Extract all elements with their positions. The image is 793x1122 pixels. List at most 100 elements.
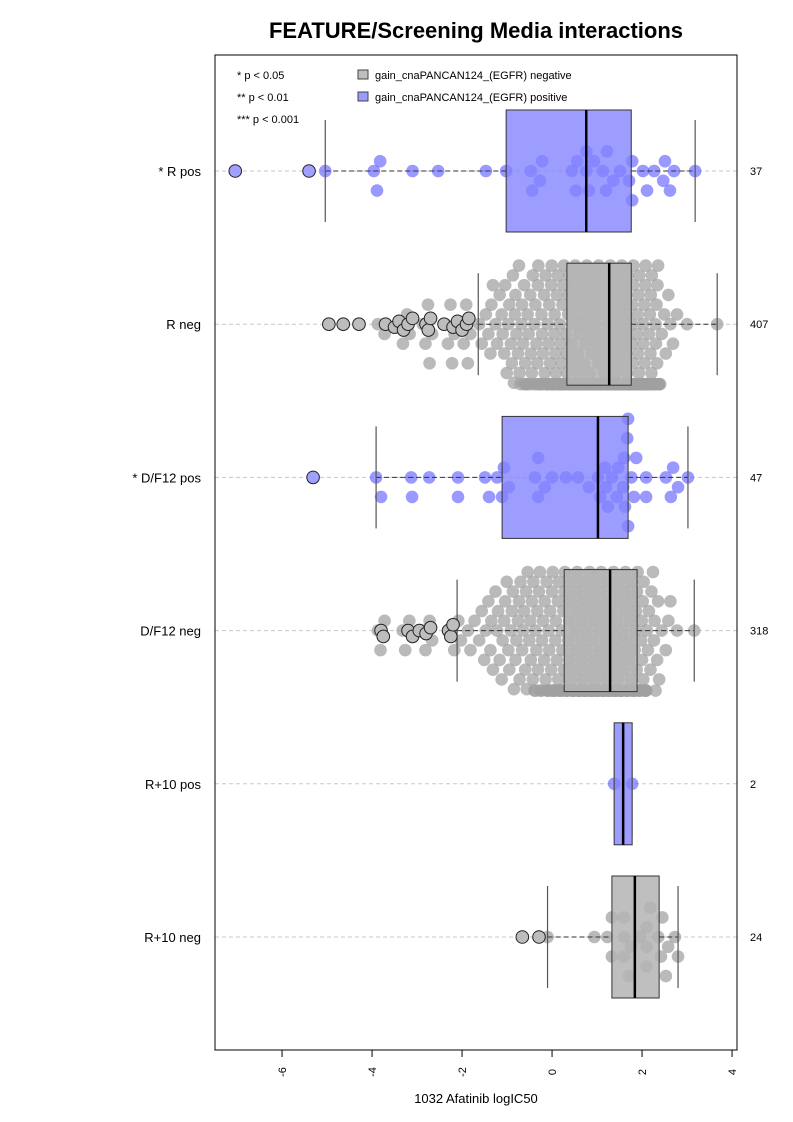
negative-point <box>505 604 519 618</box>
negative-point <box>403 614 416 628</box>
outlier-point <box>405 311 420 326</box>
chart-title: FEATURE/Screening Media interactions <box>269 18 683 43</box>
negative-point <box>548 327 561 341</box>
negative-point <box>505 356 519 370</box>
negative-point <box>551 269 565 282</box>
group-label: * R pos <box>158 164 201 179</box>
negative-point <box>639 259 652 272</box>
negative-point <box>549 614 563 628</box>
negative-point <box>526 269 540 282</box>
negative-point <box>637 337 650 351</box>
negative-point <box>541 317 554 331</box>
negative-point <box>475 604 489 618</box>
outlier-point <box>376 629 391 644</box>
group-count: 47 <box>750 472 762 484</box>
negative-point <box>645 366 658 380</box>
negative-point <box>477 653 491 667</box>
x-axis-label: 1032 Afatinib logIC50 <box>414 1091 538 1106</box>
negative-point <box>632 366 646 380</box>
negative-point <box>548 634 562 647</box>
sig-legend-2: ** p < 0.01 <box>237 92 289 104</box>
negative-point <box>545 585 559 598</box>
negative-point <box>526 673 540 686</box>
negative-point <box>634 634 648 647</box>
outlier-point <box>302 164 316 178</box>
negative-point <box>396 337 410 351</box>
negative-point <box>502 643 515 657</box>
negative-point <box>513 366 526 380</box>
negative-point <box>662 614 675 628</box>
negative-point <box>538 366 551 380</box>
negative-point <box>540 575 553 589</box>
negative-point <box>551 595 565 608</box>
positive-point <box>640 184 654 197</box>
negative-point <box>644 347 657 360</box>
positive-point <box>639 490 653 504</box>
negative-point <box>535 327 549 341</box>
negative-point <box>524 347 538 360</box>
x-tick-label: -4 <box>367 1067 379 1077</box>
negative-point <box>445 356 459 370</box>
negative-point <box>374 643 387 657</box>
negative-point <box>543 604 557 618</box>
negative-point <box>552 575 566 589</box>
negative-point <box>498 595 512 608</box>
negative-point <box>532 585 546 598</box>
negative-point <box>638 278 652 292</box>
negative-point <box>549 366 563 380</box>
negative-point <box>493 653 506 667</box>
negative-point <box>517 278 531 292</box>
negative-point <box>646 565 660 579</box>
positive-point <box>629 451 643 465</box>
negative-point <box>651 595 665 608</box>
negative-point <box>546 565 560 579</box>
positive-point <box>373 154 387 168</box>
x-tick-label: 0 <box>547 1069 559 1075</box>
negative-point <box>423 356 436 370</box>
negative-point <box>486 278 500 292</box>
negative-point <box>655 327 669 341</box>
x-tick-label: -2 <box>457 1067 469 1077</box>
negative-point <box>632 269 646 282</box>
negative-point <box>650 653 664 667</box>
negative-point <box>378 327 391 341</box>
negative-point <box>537 288 551 302</box>
negative-point <box>635 614 649 628</box>
outlier-point <box>423 620 438 635</box>
group-count: 37 <box>750 166 762 178</box>
negative-point <box>536 347 550 360</box>
legend: * p < 0.05 ** p < 0.01 *** p < 0.001 gai… <box>237 69 572 126</box>
negative-point <box>531 604 544 618</box>
negative-point <box>529 298 542 311</box>
negative-point <box>638 298 651 311</box>
negative-point <box>664 317 677 331</box>
negative-point <box>645 269 659 282</box>
negative-point <box>504 624 518 637</box>
negative-point <box>529 624 542 637</box>
negative-point <box>503 663 516 676</box>
negative-point <box>670 308 684 321</box>
negative-point <box>500 366 514 380</box>
group-label: R+10 pos <box>145 777 202 792</box>
negative-point <box>485 298 498 311</box>
negative-point <box>659 969 673 983</box>
negative-point <box>513 673 526 686</box>
negative-point <box>523 614 537 628</box>
negative-point <box>642 327 656 341</box>
negative-point <box>530 337 543 351</box>
negative-point <box>444 298 457 311</box>
negative-point <box>491 604 505 618</box>
negative-point <box>538 595 551 608</box>
negative-point <box>649 337 663 351</box>
negative-point <box>645 585 658 598</box>
negative-point <box>459 298 473 311</box>
legend-swatch-negative <box>357 69 369 80</box>
positive-point <box>663 184 677 197</box>
negative-point <box>515 298 529 311</box>
outlier-point <box>423 311 438 326</box>
negative-point <box>510 634 523 647</box>
negative-point <box>511 614 525 628</box>
negative-point <box>464 643 477 657</box>
outlier-point <box>446 617 460 632</box>
x-tick-label: 4 <box>727 1069 739 1075</box>
